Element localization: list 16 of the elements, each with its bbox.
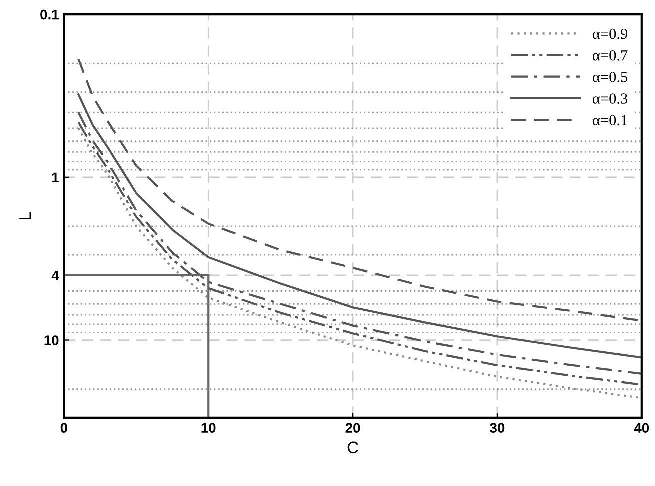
x-tick-label: 20 bbox=[346, 423, 360, 434]
x-tick-label: 0 bbox=[60, 423, 68, 434]
legend-label: α=0.1 bbox=[593, 115, 628, 126]
y-tick-label: 4 bbox=[52, 270, 60, 280]
y-tick-label: 10 bbox=[44, 336, 59, 346]
y-axis-title: L bbox=[20, 212, 32, 220]
x-axis-title: C bbox=[348, 442, 358, 454]
y-tick-label: 0.1 bbox=[40, 10, 59, 20]
x-tick-label: 30 bbox=[490, 423, 505, 434]
legend-label: α=0.9 bbox=[593, 28, 628, 40]
y-tick-label: 1 bbox=[52, 172, 59, 182]
x-tick-label: 10 bbox=[202, 423, 216, 434]
legend-label: α=0.3 bbox=[593, 94, 628, 104]
legend-label: α=0.5 bbox=[593, 72, 628, 82]
x-tick-label: 40 bbox=[634, 423, 650, 434]
legend-label: α=0.7 bbox=[593, 50, 628, 61]
